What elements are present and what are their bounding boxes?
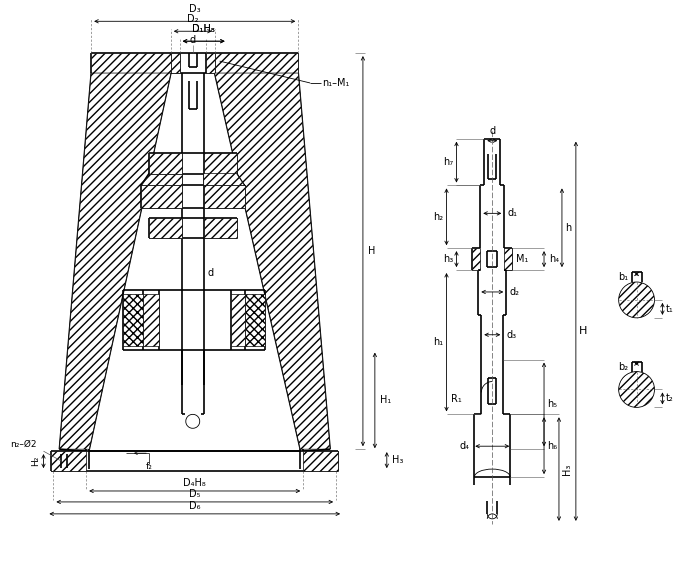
Polygon shape — [141, 186, 182, 208]
Text: d₄: d₄ — [459, 441, 469, 451]
Polygon shape — [171, 53, 179, 73]
Polygon shape — [123, 294, 143, 346]
Text: h₂: h₂ — [433, 212, 444, 222]
Polygon shape — [204, 186, 245, 208]
Circle shape — [619, 282, 654, 318]
Text: D₁H₈: D₁H₈ — [193, 24, 215, 34]
Polygon shape — [204, 153, 236, 174]
Text: f₂: f₂ — [146, 462, 152, 471]
Polygon shape — [143, 294, 159, 346]
Text: n₁–M₁: n₁–M₁ — [322, 78, 349, 88]
Text: h₄: h₄ — [549, 254, 559, 264]
Text: b₁: b₁ — [618, 272, 629, 282]
Text: D₃: D₃ — [189, 5, 200, 14]
Text: d: d — [190, 35, 196, 45]
Text: d₃: d₃ — [506, 330, 516, 340]
Text: H₃: H₃ — [392, 455, 403, 465]
Text: d₂: d₂ — [509, 287, 519, 297]
Text: d: d — [489, 126, 495, 136]
Text: t₂: t₂ — [665, 394, 673, 403]
Polygon shape — [204, 218, 236, 238]
Text: d₁: d₁ — [507, 208, 517, 218]
Polygon shape — [505, 248, 512, 270]
Text: d: d — [208, 268, 214, 278]
Text: H: H — [579, 326, 587, 336]
Text: D₂: D₂ — [187, 14, 198, 24]
Polygon shape — [149, 153, 182, 174]
Text: b₂: b₂ — [618, 362, 629, 371]
Text: H₃: H₃ — [562, 463, 572, 475]
Polygon shape — [231, 294, 245, 346]
Polygon shape — [141, 174, 182, 186]
Polygon shape — [206, 53, 215, 73]
Text: D₄H₈: D₄H₈ — [184, 478, 206, 488]
Text: h₇: h₇ — [444, 157, 453, 167]
Polygon shape — [204, 174, 245, 186]
Text: D₅: D₅ — [189, 489, 200, 499]
Text: t₁: t₁ — [665, 304, 673, 314]
Polygon shape — [60, 73, 171, 449]
Text: H: H — [368, 246, 376, 256]
Text: n₂–Ø2: n₂–Ø2 — [10, 440, 36, 449]
Text: D₁H₈: D₁H₈ — [193, 24, 215, 34]
Polygon shape — [91, 53, 171, 73]
Text: M₁: M₁ — [516, 254, 529, 264]
Circle shape — [619, 371, 654, 407]
Text: H₂: H₂ — [31, 456, 40, 466]
Polygon shape — [304, 451, 338, 471]
Text: h: h — [565, 223, 571, 233]
Text: h₁: h₁ — [433, 337, 444, 347]
Polygon shape — [51, 451, 87, 471]
Polygon shape — [215, 73, 330, 449]
Text: h₅: h₅ — [547, 399, 557, 410]
Polygon shape — [245, 294, 265, 346]
Polygon shape — [473, 248, 480, 270]
Polygon shape — [215, 53, 298, 73]
Text: h₆: h₆ — [547, 441, 557, 450]
Polygon shape — [149, 218, 182, 238]
Text: R₁: R₁ — [450, 394, 462, 404]
Text: D₆: D₆ — [189, 501, 200, 511]
Text: H₁: H₁ — [380, 395, 391, 406]
Text: h₃: h₃ — [444, 254, 453, 264]
